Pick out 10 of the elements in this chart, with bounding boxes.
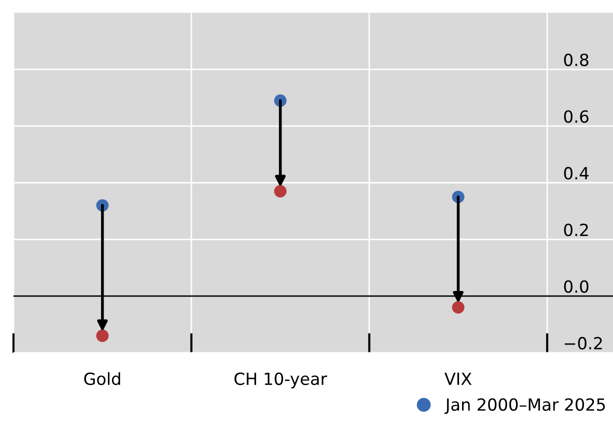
y-tick-label: 0.0 xyxy=(564,280,588,293)
y-tick-label: −0.2 xyxy=(564,336,602,350)
y-tick-label: 0.4 xyxy=(564,166,589,180)
y-tick-label: 0.2 xyxy=(564,224,588,236)
y-tick-label: 0.8 xyxy=(564,54,588,66)
x-tick-label: CH 10-year xyxy=(234,372,328,388)
legend-label: Jan 2000–Mar 2025 xyxy=(444,398,605,414)
x-tick-label: Gold xyxy=(84,372,120,386)
x-tick-label: VIX xyxy=(444,372,472,385)
y-tick-label: 0.6 xyxy=(564,110,588,123)
